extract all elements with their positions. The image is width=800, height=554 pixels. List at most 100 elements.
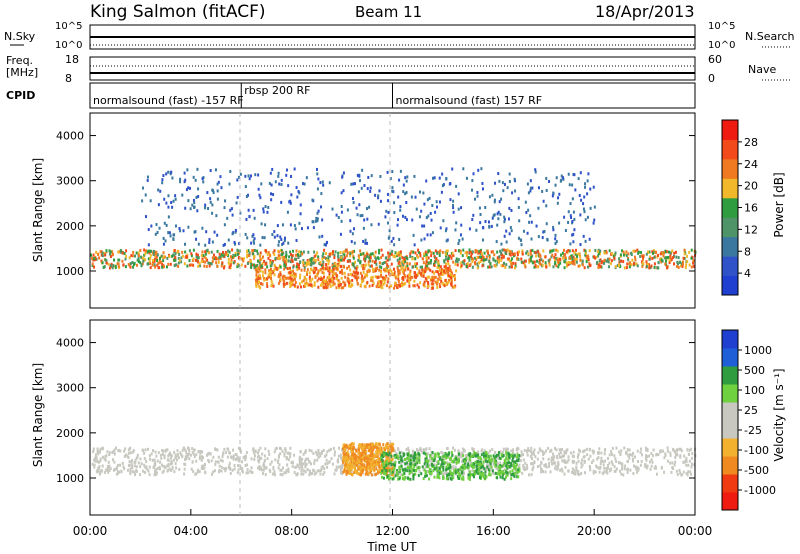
heatmap-cell: [340, 210, 343, 214]
heatmap-cell: [572, 468, 575, 472]
heatmap-cell: [623, 467, 626, 471]
heatmap-cell: [417, 449, 420, 453]
heatmap-cell: [504, 463, 507, 467]
heatmap-cell: [558, 262, 561, 266]
heatmap-cell: [351, 459, 354, 463]
heatmap-cell: [434, 256, 437, 260]
heatmap-cell: [313, 458, 316, 462]
heatmap-cell: [209, 452, 212, 456]
heatmap-cell: [456, 456, 459, 460]
heatmap-cell: [285, 456, 288, 460]
heatmap-cell: [541, 263, 544, 267]
heatmap-cell: [167, 468, 170, 472]
heatmap-cell: [606, 456, 609, 460]
heatmap-cell: [479, 250, 482, 254]
heatmap-cell: [477, 251, 480, 255]
heatmap-cell: [662, 251, 665, 255]
heatmap-cell: [586, 192, 589, 196]
heatmap-cell: [664, 452, 667, 456]
heatmap-cell: [402, 468, 405, 472]
heatmap-cell: [413, 284, 416, 288]
heatmap-cell: [322, 271, 325, 275]
heatmap-cell: [328, 282, 331, 286]
heatmap-cell: [192, 198, 195, 202]
heatmap-cell: [262, 463, 265, 467]
heatmap-cell: [510, 251, 513, 255]
heatmap-cell: [481, 252, 484, 256]
heatmap-cell: [583, 210, 586, 214]
heatmap-cell: [277, 256, 280, 260]
heatmap-cell: [497, 210, 500, 214]
heatmap-cell: [605, 470, 608, 474]
heatmap-cell: [549, 470, 552, 474]
heatmap-cell: [688, 263, 691, 267]
heatmap-cell: [181, 455, 184, 459]
heatmap-cell: [679, 447, 682, 451]
heatmap-cell: [289, 253, 292, 257]
y-tick-label: 3000: [56, 175, 84, 188]
heatmap-cell: [128, 447, 131, 451]
heatmap-cell: [380, 265, 383, 269]
heatmap-cell: [315, 253, 318, 257]
heatmap-cell: [331, 207, 334, 211]
heatmap-cell: [485, 467, 488, 471]
heatmap-cell: [146, 250, 149, 254]
heatmap-cell: [574, 470, 577, 474]
heatmap-cell: [366, 280, 369, 284]
heatmap-cell: [341, 465, 344, 469]
heatmap-cell: [269, 254, 272, 258]
heatmap-cell: [366, 270, 369, 274]
heatmap-cell: [296, 463, 299, 467]
heatmap-cell: [398, 283, 401, 287]
heatmap-cell: [154, 461, 157, 465]
heatmap-cell: [194, 258, 197, 262]
heatmap-cell: [683, 460, 686, 464]
heatmap-cell: [308, 271, 311, 275]
heatmap-cell: [461, 468, 464, 472]
heatmap-cell: [279, 447, 282, 451]
heatmap-cell: [632, 451, 635, 455]
heatmap-cell: [565, 264, 568, 268]
heatmap-cell: [582, 234, 585, 238]
heatmap-cell: [552, 452, 555, 456]
heatmap-cell: [254, 173, 257, 177]
heatmap-cell: [467, 476, 470, 480]
heatmap-cell: [477, 453, 480, 457]
heatmap-cell: [435, 466, 438, 470]
heatmap-cell: [403, 274, 406, 278]
y-tick-label: 1000: [56, 265, 84, 278]
heatmap-cell: [572, 240, 575, 244]
heatmap-cell: [397, 469, 400, 473]
heatmap-cell: [146, 262, 149, 266]
heatmap-cell: [660, 260, 663, 264]
heatmap-cell: [246, 463, 249, 467]
heatmap-cell: [402, 271, 405, 275]
heatmap-cell: [407, 456, 410, 460]
heatmap-cell: [300, 462, 303, 466]
heatmap-cell: [353, 456, 356, 460]
heatmap-cell: [436, 280, 439, 284]
heatmap-cell: [456, 474, 459, 478]
heatmap-cell: [318, 261, 321, 265]
heatmap-cell: [199, 450, 202, 454]
heatmap-cell: [682, 256, 685, 260]
heatmap-cell: [687, 463, 690, 467]
heatmap-cell: [458, 474, 461, 478]
heatmap-cell: [370, 252, 373, 256]
heatmap-cell: [325, 263, 328, 267]
heatmap-cell: [623, 446, 626, 450]
heatmap-cell: [397, 277, 400, 281]
heatmap-cell: [391, 189, 394, 193]
heatmap-cell: [645, 466, 648, 470]
heatmap-cell: [474, 197, 477, 201]
heatmap-cell: [289, 250, 292, 254]
heatmap-cell: [669, 453, 672, 457]
heatmap-cell: [351, 232, 354, 236]
heatmap-cell: [534, 263, 537, 267]
heatmap-cell: [415, 463, 418, 467]
heatmap-cell: [382, 467, 385, 471]
heatmap-cell: [216, 233, 219, 237]
heatmap-cell: [603, 459, 606, 463]
heatmap-cell: [287, 276, 290, 280]
heatmap-cell: [507, 463, 510, 467]
